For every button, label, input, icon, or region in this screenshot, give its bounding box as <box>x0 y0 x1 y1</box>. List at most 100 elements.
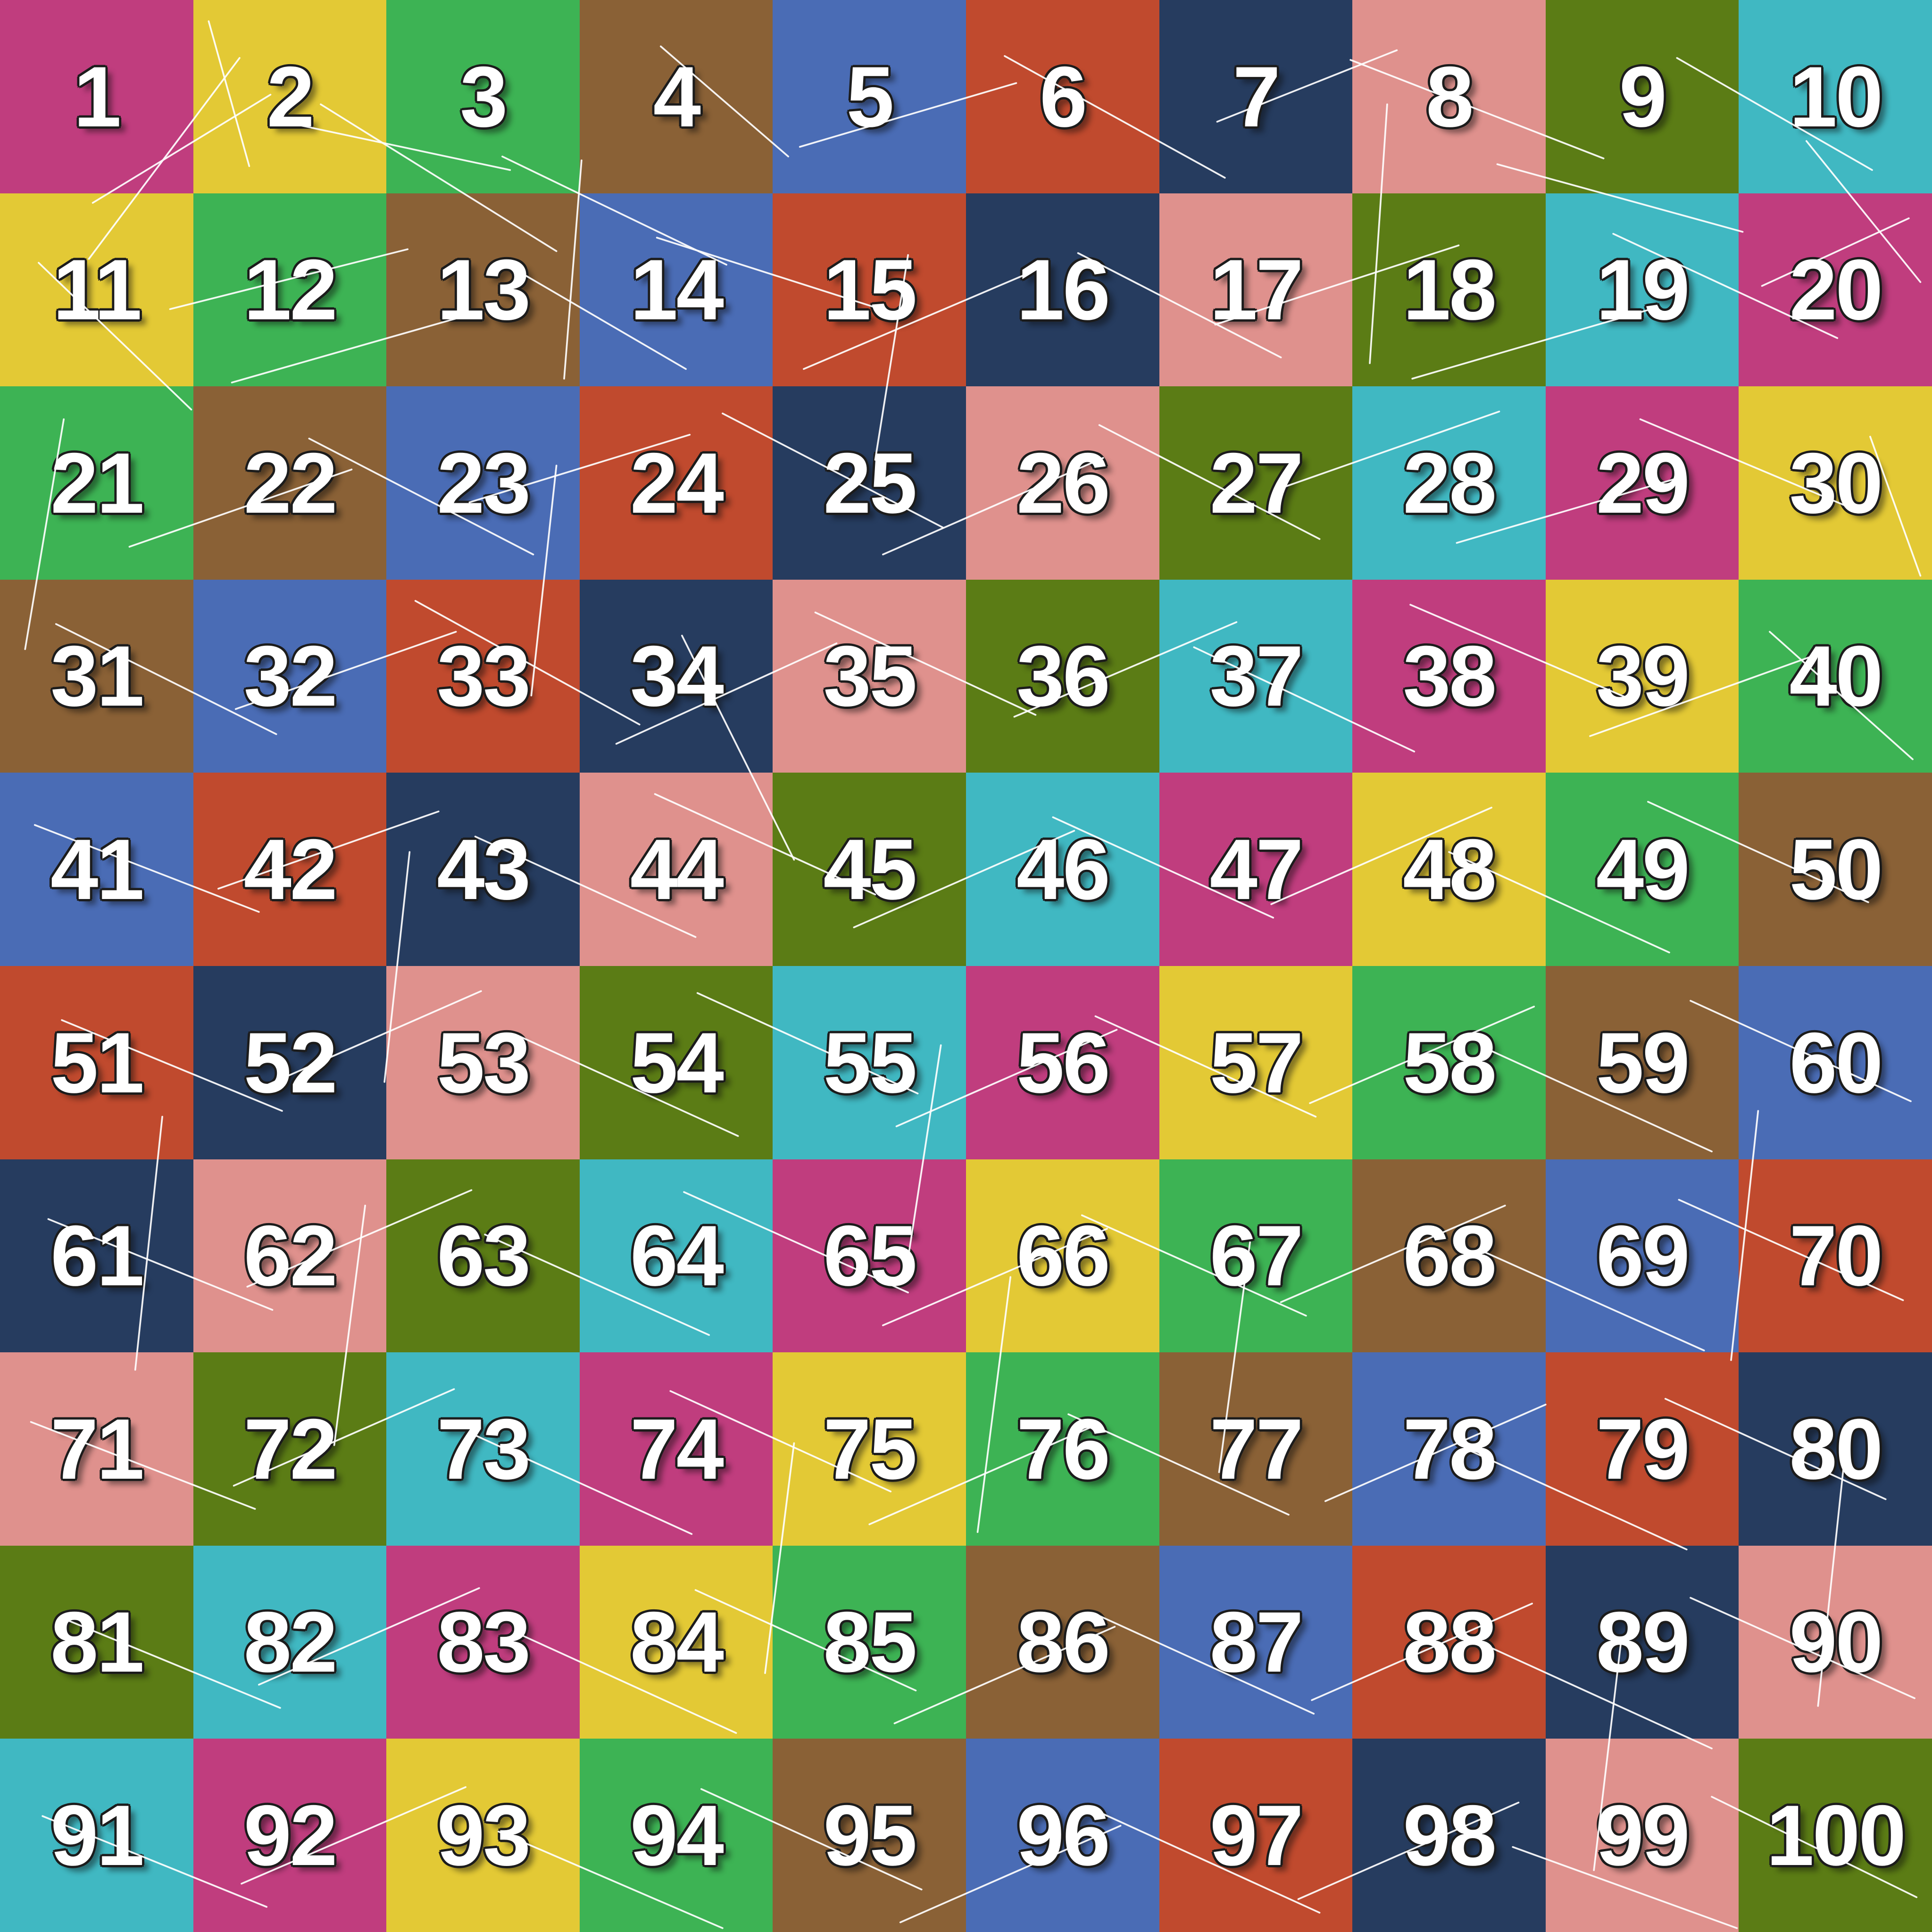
grid-cell-32[interactable]: 32 <box>193 579 387 773</box>
grid-cell-25[interactable]: 25 <box>773 386 966 580</box>
grid-cell-72[interactable]: 72 <box>193 1352 387 1546</box>
grid-cell-56[interactable]: 56 <box>966 966 1159 1159</box>
grid-cell-43[interactable]: 43 <box>386 773 580 966</box>
grid-cell-45[interactable]: 45 <box>773 773 966 966</box>
grid-cell-65[interactable]: 65 <box>773 1159 966 1353</box>
grid-cell-66[interactable]: 66 <box>966 1159 1159 1353</box>
grid-cell-26[interactable]: 26 <box>966 386 1159 580</box>
grid-cell-85[interactable]: 85 <box>773 1545 966 1739</box>
grid-cell-21[interactable]: 21 <box>0 386 193 580</box>
grid-cell-13[interactable]: 13 <box>386 193 580 387</box>
grid-cell-77[interactable]: 77 <box>1159 1352 1353 1546</box>
grid-cell-100[interactable]: 100 <box>1739 1739 1932 1932</box>
grid-cell-83[interactable]: 83 <box>386 1545 580 1739</box>
grid-cell-88[interactable]: 88 <box>1352 1545 1546 1739</box>
grid-cell-10[interactable]: 10 <box>1739 0 1932 193</box>
grid-cell-84[interactable]: 84 <box>579 1545 773 1739</box>
grid-cell-80[interactable]: 80 <box>1739 1352 1932 1546</box>
grid-cell-48[interactable]: 48 <box>1352 773 1546 966</box>
grid-cell-20[interactable]: 20 <box>1739 193 1932 387</box>
grid-cell-31[interactable]: 31 <box>0 579 193 773</box>
grid-cell-1[interactable]: 1 <box>0 0 193 193</box>
grid-cell-46[interactable]: 46 <box>966 773 1159 966</box>
grid-cell-62[interactable]: 62 <box>193 1159 387 1353</box>
grid-cell-37[interactable]: 37 <box>1159 579 1353 773</box>
grid-cell-74[interactable]: 74 <box>579 1352 773 1546</box>
grid-cell-12[interactable]: 12 <box>193 193 387 387</box>
grid-cell-35[interactable]: 35 <box>773 579 966 773</box>
grid-cell-19[interactable]: 19 <box>1545 193 1739 387</box>
grid-cell-38[interactable]: 38 <box>1352 579 1546 773</box>
grid-cell-53[interactable]: 53 <box>386 966 580 1159</box>
grid-cell-99[interactable]: 99 <box>1545 1739 1739 1932</box>
grid-cell-49[interactable]: 49 <box>1545 773 1739 966</box>
grid-cell-92[interactable]: 92 <box>193 1739 387 1932</box>
grid-cell-22[interactable]: 22 <box>193 386 387 580</box>
grid-cell-4[interactable]: 4 <box>579 0 773 193</box>
grid-cell-18[interactable]: 18 <box>1352 193 1546 387</box>
grid-cell-87[interactable]: 87 <box>1159 1545 1353 1739</box>
grid-cell-39[interactable]: 39 <box>1545 579 1739 773</box>
grid-cell-67[interactable]: 67 <box>1159 1159 1353 1353</box>
grid-cell-68[interactable]: 68 <box>1352 1159 1546 1353</box>
grid-cell-97[interactable]: 97 <box>1159 1739 1353 1932</box>
grid-cell-75[interactable]: 75 <box>773 1352 966 1546</box>
grid-cell-23[interactable]: 23 <box>386 386 580 580</box>
grid-cell-34[interactable]: 34 <box>579 579 773 773</box>
grid-cell-3[interactable]: 3 <box>386 0 580 193</box>
grid-cell-82[interactable]: 82 <box>193 1545 387 1739</box>
grid-cell-70[interactable]: 70 <box>1739 1159 1932 1353</box>
grid-cell-98[interactable]: 98 <box>1352 1739 1546 1932</box>
grid-cell-60[interactable]: 60 <box>1739 966 1932 1159</box>
grid-cell-15[interactable]: 15 <box>773 193 966 387</box>
grid-cell-55[interactable]: 55 <box>773 966 966 1159</box>
grid-cell-40[interactable]: 40 <box>1739 579 1932 773</box>
grid-cell-76[interactable]: 76 <box>966 1352 1159 1546</box>
grid-cell-54[interactable]: 54 <box>579 966 773 1159</box>
grid-cell-5[interactable]: 5 <box>773 0 966 193</box>
grid-cell-33[interactable]: 33 <box>386 579 580 773</box>
grid-cell-8[interactable]: 8 <box>1352 0 1546 193</box>
grid-cell-89[interactable]: 89 <box>1545 1545 1739 1739</box>
grid-cell-2[interactable]: 2 <box>193 0 387 193</box>
grid-cell-29[interactable]: 29 <box>1545 386 1739 580</box>
grid-cell-96[interactable]: 96 <box>966 1739 1159 1932</box>
grid-cell-63[interactable]: 63 <box>386 1159 580 1353</box>
grid-cell-7[interactable]: 7 <box>1159 0 1353 193</box>
grid-cell-17[interactable]: 17 <box>1159 193 1353 387</box>
grid-cell-79[interactable]: 79 <box>1545 1352 1739 1546</box>
grid-cell-16[interactable]: 16 <box>966 193 1159 387</box>
grid-cell-28[interactable]: 28 <box>1352 386 1546 580</box>
grid-cell-78[interactable]: 78 <box>1352 1352 1546 1546</box>
grid-cell-71[interactable]: 71 <box>0 1352 193 1546</box>
grid-cell-51[interactable]: 51 <box>0 966 193 1159</box>
grid-cell-11[interactable]: 11 <box>0 193 193 387</box>
grid-cell-90[interactable]: 90 <box>1739 1545 1932 1739</box>
grid-cell-86[interactable]: 86 <box>966 1545 1159 1739</box>
grid-cell-52[interactable]: 52 <box>193 966 387 1159</box>
grid-cell-14[interactable]: 14 <box>579 193 773 387</box>
grid-cell-42[interactable]: 42 <box>193 773 387 966</box>
grid-cell-58[interactable]: 58 <box>1352 966 1546 1159</box>
grid-cell-27[interactable]: 27 <box>1159 386 1353 580</box>
grid-cell-61[interactable]: 61 <box>0 1159 193 1353</box>
grid-cell-81[interactable]: 81 <box>0 1545 193 1739</box>
grid-cell-93[interactable]: 93 <box>386 1739 580 1932</box>
grid-cell-69[interactable]: 69 <box>1545 1159 1739 1353</box>
grid-cell-30[interactable]: 30 <box>1739 386 1932 580</box>
grid-cell-44[interactable]: 44 <box>579 773 773 966</box>
grid-cell-47[interactable]: 47 <box>1159 773 1353 966</box>
grid-cell-36[interactable]: 36 <box>966 579 1159 773</box>
grid-cell-24[interactable]: 24 <box>579 386 773 580</box>
grid-cell-9[interactable]: 9 <box>1545 0 1739 193</box>
grid-cell-57[interactable]: 57 <box>1159 966 1353 1159</box>
grid-cell-64[interactable]: 64 <box>579 1159 773 1353</box>
grid-cell-94[interactable]: 94 <box>579 1739 773 1932</box>
grid-cell-59[interactable]: 59 <box>1545 966 1739 1159</box>
grid-cell-50[interactable]: 50 <box>1739 773 1932 966</box>
grid-cell-95[interactable]: 95 <box>773 1739 966 1932</box>
grid-cell-73[interactable]: 73 <box>386 1352 580 1546</box>
grid-cell-91[interactable]: 91 <box>0 1739 193 1932</box>
grid-cell-6[interactable]: 6 <box>966 0 1159 193</box>
grid-cell-41[interactable]: 41 <box>0 773 193 966</box>
